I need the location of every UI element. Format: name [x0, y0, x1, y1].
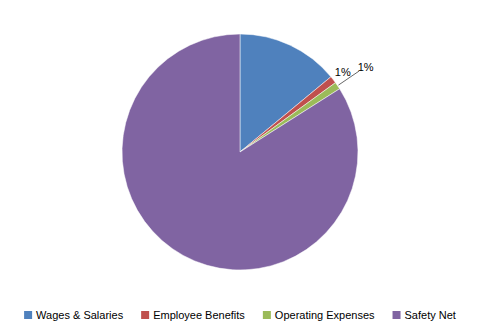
- legend: Wages & Salaries Employee Benefits Operati…: [24, 309, 456, 321]
- slice: [122, 34, 358, 270]
- legend-label: Employee Benefits: [153, 309, 245, 321]
- legend-item: Wages & Salaries: [24, 309, 124, 321]
- legend-swatch: [393, 311, 401, 319]
- data-label: 1%: [358, 61, 374, 73]
- legend-swatch: [24, 311, 32, 319]
- legend-item: Employee Benefits: [141, 309, 245, 321]
- chart: 14%1%1%84%Wages & SalariesEmployee Benef…: [0, 0, 480, 333]
- data-label: 1%: [335, 66, 351, 78]
- leader-line: [338, 71, 359, 85]
- legend-item: Safety Net: [393, 309, 456, 321]
- legend-label: Safety Net: [405, 309, 456, 321]
- legend-swatch: [263, 311, 271, 319]
- legend-label: Wages & Salaries: [36, 309, 124, 321]
- legend-item: Operating Expenses: [263, 309, 375, 321]
- legend-swatch: [141, 311, 149, 319]
- legend-label: Operating Expenses: [275, 309, 375, 321]
